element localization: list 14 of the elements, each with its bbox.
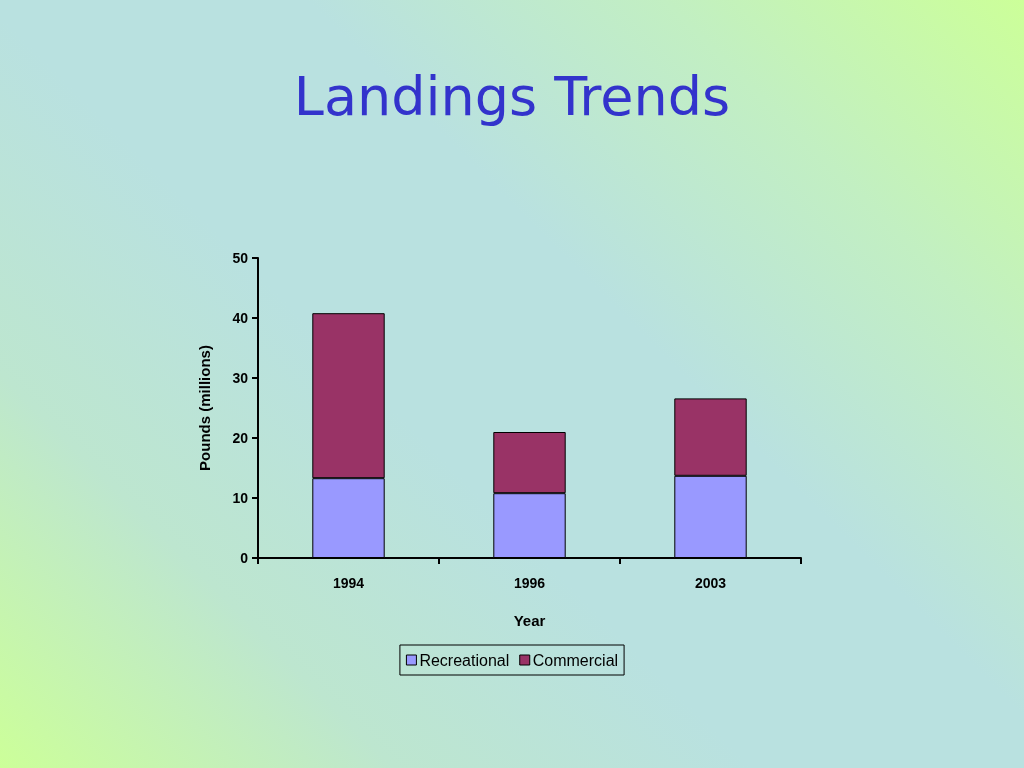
legend-label: Recreational [419, 651, 510, 669]
y-tick-label: 30 [232, 370, 249, 386]
y-tick-label: 0 [240, 550, 249, 566]
x-tick-label: 2003 [694, 575, 727, 591]
y-tick-label: 50 [232, 250, 249, 266]
x-axis-title: Year [513, 612, 546, 629]
legend-label: Commercial [532, 651, 619, 669]
x-tick-label: 1996 [513, 575, 546, 591]
x-tick-label: 1994 [332, 575, 365, 591]
chart-title: Landings Trends [293, 64, 731, 128]
y-axis-title: Pounds (millions) [196, 345, 213, 471]
y-tick-label: 20 [232, 430, 249, 446]
y-tick-label: 40 [232, 310, 249, 326]
y-tick-label: 10 [232, 490, 249, 506]
